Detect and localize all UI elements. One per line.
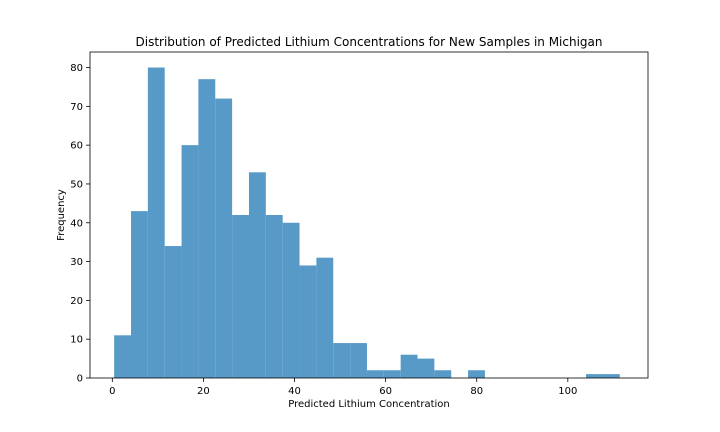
x-tick-label: 100 — [558, 386, 577, 397]
histogram-bar-19 — [434, 370, 452, 378]
x-axis-ticks: 0 20 40 60 80 100 — [109, 378, 577, 397]
x-tick-label: 0 — [109, 386, 115, 397]
histogram-bar-21 — [468, 370, 485, 378]
y-tick-label: 10 — [70, 335, 83, 346]
histogram-bar-0 — [114, 335, 131, 378]
histogram-bar-14 — [350, 343, 367, 378]
bars-group — [114, 67, 620, 379]
histogram-bar-2 — [147, 67, 165, 379]
histogram-bar-6 — [215, 98, 233, 378]
chart-title: Distribution of Predicted Lithium Concen… — [136, 35, 603, 49]
histogram-bar-15 — [366, 370, 384, 378]
y-tick-label: 30 — [70, 257, 83, 268]
histogram-bar-28 — [586, 374, 603, 378]
y-axis-label: Frequency — [56, 189, 67, 241]
histogram-bar-13 — [333, 343, 351, 378]
histogram-bar-10 — [282, 222, 300, 378]
y-tick-label: 60 — [70, 141, 83, 152]
histogram-bar-29 — [602, 374, 620, 378]
y-tick-label: 40 — [70, 218, 83, 229]
x-tick-label: 20 — [197, 386, 210, 397]
histogram-bar-12 — [316, 257, 334, 378]
histogram-bar-1 — [131, 211, 148, 378]
histogram-bar-4 — [181, 145, 199, 378]
histogram-bar-8 — [248, 172, 266, 378]
histogram-bar-7 — [232, 215, 249, 378]
x-tick-label: 80 — [470, 386, 483, 397]
histogram-bar-11 — [299, 265, 317, 378]
plot-frame — [89, 51, 649, 379]
y-tick-label: 80 — [70, 63, 83, 74]
x-tick-label: 40 — [288, 386, 301, 397]
y-tick-label: 0 — [77, 374, 83, 385]
y-tick-label: 70 — [70, 102, 83, 113]
histogram-bar-3 — [164, 246, 182, 378]
histogram-bar-9 — [265, 215, 283, 378]
x-axis-label: Predicted Lithium Concentration — [288, 399, 450, 410]
histogram-bar-18 — [417, 358, 435, 378]
x-tick-label: 60 — [379, 386, 392, 397]
histogram-bar-5 — [198, 79, 216, 379]
y-tick-label: 20 — [70, 296, 83, 307]
histogram-bar-16 — [383, 370, 401, 378]
y-tick-label: 50 — [70, 179, 83, 190]
y-axis-ticks: 0 10 20 30 40 50 60 70 80 — [70, 63, 90, 385]
histogram-bar-17 — [400, 354, 418, 378]
